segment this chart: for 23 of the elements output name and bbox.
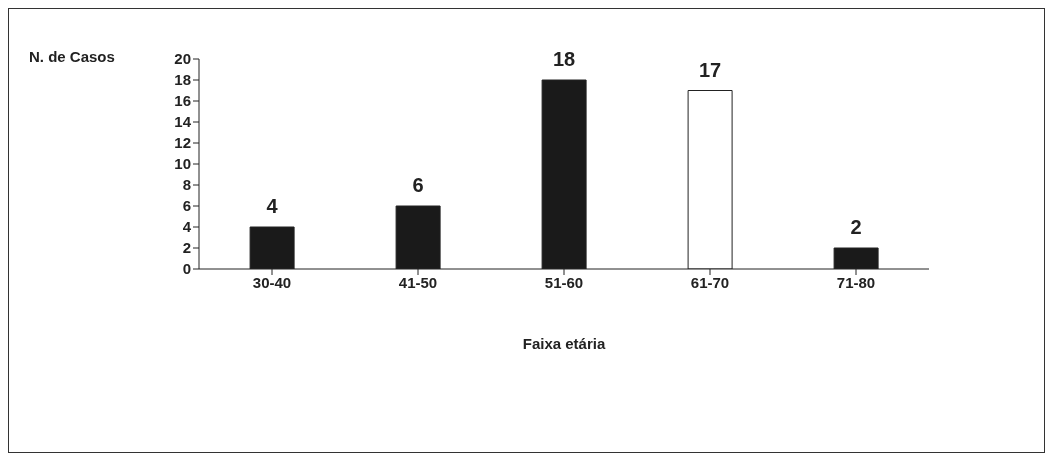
- x-tick-label: 41-50: [398, 273, 438, 291]
- y-tick-label: 14: [174, 113, 192, 131]
- y-tick-label: 18: [174, 71, 191, 89]
- data-label: 17: [698, 58, 722, 81]
- y-axis-title: N. de Casos: [29, 47, 115, 65]
- x-tick-label: 51-60: [544, 273, 584, 291]
- data-label: 18: [552, 48, 576, 70]
- y-tick-label: 4: [182, 218, 192, 236]
- y-tick-label: 2: [182, 239, 191, 257]
- data-label: 2: [850, 216, 862, 238]
- x-axis-title: Faixa etária: [522, 335, 606, 352]
- y-tick-label: 0: [182, 260, 191, 278]
- x-tick-label: 61-70: [690, 273, 730, 291]
- data-label: 6: [412, 174, 424, 196]
- data-label: 4: [266, 195, 279, 217]
- x-tick-label: 71-80: [836, 273, 876, 291]
- y-tick-label: 12: [174, 134, 191, 152]
- y-tick-label: 16: [174, 92, 191, 110]
- x-tick-label: 30-40: [252, 273, 292, 291]
- y-tick-label: 8: [182, 176, 191, 194]
- y-tick-label: 10: [174, 155, 191, 173]
- y-tick-label: 20: [174, 50, 191, 68]
- y-tick-label: 6: [182, 197, 191, 215]
